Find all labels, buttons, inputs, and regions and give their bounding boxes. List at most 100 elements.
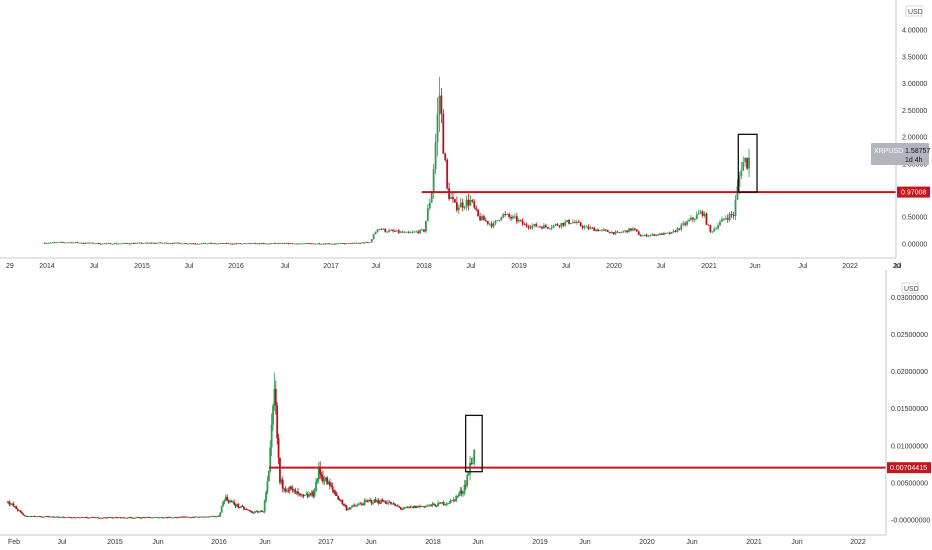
p1-candle-body	[645, 234, 648, 237]
p1-candle-body	[165, 242, 168, 244]
p2-candle-body	[276, 405, 279, 439]
p1-candle-body	[672, 230, 675, 233]
p2-candle-body	[166, 517, 169, 519]
p1-xtick-label: 2022	[842, 263, 858, 270]
p2-candle-body	[367, 500, 370, 502]
p2-candle-body	[251, 511, 254, 513]
p1-candle-body	[202, 243, 205, 244]
p1-candle-body	[589, 227, 592, 229]
p1-candle-body	[657, 234, 659, 236]
p2-candle-body	[295, 491, 298, 494]
p1-candle-body	[744, 158, 747, 163]
p1-ytick-label: 2.00000	[902, 135, 927, 142]
p1-candle-body	[148, 242, 151, 244]
p1-candle-body	[368, 242, 371, 244]
p1-candle-body	[335, 243, 338, 245]
p2-candle-body	[40, 516, 43, 518]
bottom-time-axis[interactable]: Feb Jul 2015 Jun 2016 Jun 2017 Jun 2018 Jun 2019 Ju…	[8, 539, 866, 546]
p2-xtick-label: Jun	[152, 539, 163, 546]
p2-candle-body	[220, 506, 223, 513]
p2-candle-body	[48, 516, 51, 518]
p1-candle-body	[552, 225, 555, 228]
p2-candle-body	[199, 516, 202, 518]
p1-candle-body	[436, 114, 439, 143]
p2-xtick-label: Jun	[791, 539, 802, 546]
bottom-chart-panel[interactable]: -0.00000000 0.00500000 0.01000000 0.0150000…	[0, 270, 931, 546]
p2-candle-body	[234, 504, 237, 507]
p1-candle-body	[475, 207, 478, 210]
p2-candle-body	[459, 490, 462, 494]
p1-xtick-label: 2017	[323, 263, 339, 270]
p1-candle-body	[633, 228, 636, 230]
p2-candle-body	[471, 463, 474, 465]
p1-candle-body	[295, 243, 298, 245]
p1-candle-body	[421, 229, 423, 231]
p1-candle-body	[610, 232, 613, 234]
p1-xtick-label: 2021	[701, 263, 717, 270]
p1-candle-body	[570, 223, 572, 224]
p1-candle-body	[415, 231, 418, 233]
p1-candle-body	[216, 243, 218, 245]
p1-candle-body	[94, 243, 96, 245]
p2-candle-body	[345, 506, 348, 511]
p2-candle-body	[324, 477, 327, 481]
p1-candle-body	[80, 242, 83, 244]
p1-candle-body	[130, 243, 133, 244]
p1-candle-body	[194, 243, 197, 245]
p1-candle-body	[281, 243, 284, 245]
p2-candle-body	[131, 517, 134, 519]
p2-candle-body	[455, 496, 458, 501]
p1-candle-body	[484, 220, 487, 222]
p2-candle-body	[73, 517, 76, 519]
p1-candle-body	[573, 222, 576, 224]
top-time-axis[interactable]: 29 2014 Jul 2015 Jul 2016 Jul 2017 Jul 2018 Jul 201…	[6, 263, 902, 270]
p2-candle-body	[399, 507, 402, 509]
p2-candle-body	[446, 503, 449, 505]
p1-candle-body	[345, 243, 348, 245]
p2-candle-body	[358, 503, 360, 505]
p1-candle-body	[599, 230, 601, 232]
p1-candle-body	[467, 199, 470, 206]
p1-candle-body	[709, 225, 712, 232]
p2-candle-body	[409, 506, 412, 508]
p2-candle-body	[140, 518, 143, 519]
top-unit-badge: USD	[905, 5, 923, 17]
p1-candle-body	[519, 220, 522, 221]
p1-candle-body	[711, 231, 714, 233]
p2-candle-body	[41, 516, 44, 518]
p2-candle-body	[201, 516, 204, 518]
p1-candle-body	[562, 222, 565, 226]
p2-candle-body	[288, 486, 291, 491]
p2-candle-body	[170, 517, 173, 519]
top-chart-panel[interactable]: 0.000000.500001.000001.500002.000002.500…	[0, 0, 930, 270]
p2-candle-body	[438, 502, 441, 504]
p2-candle-body	[108, 517, 111, 518]
p2-candle-body	[315, 481, 317, 492]
p2-xtick-label: 2019	[532, 539, 548, 546]
p1-candle-body	[705, 213, 708, 225]
p2-xtick-label: 2015	[107, 539, 123, 546]
p1-candle-body	[260, 243, 263, 245]
p2-candle-body	[351, 505, 353, 508]
p1-candle-body	[597, 229, 600, 232]
p2-candle-body	[222, 502, 224, 507]
p1-candle-body	[684, 223, 687, 225]
p2-candle-body	[453, 499, 456, 501]
p1-candle-body	[583, 226, 586, 228]
p1-candle-body	[668, 232, 671, 234]
p2-candle-body	[18, 510, 20, 512]
p1-candle-body	[386, 231, 389, 233]
p2-candle-body	[93, 517, 95, 519]
p2-candle-body	[449, 500, 452, 504]
p1-candle-body	[622, 231, 625, 233]
top-price-axis[interactable]: 0.000000.500001.000001.500002.000002.500…	[902, 28, 927, 249]
p2-candle-body	[79, 517, 82, 519]
p1-candle-body	[68, 242, 71, 244]
p2-candle-body	[380, 499, 383, 504]
p2-candle-body	[32, 516, 34, 517]
p2-xtick-label: 2022	[850, 539, 866, 546]
p2-candle-body	[424, 506, 427, 508]
p2-candle-body	[312, 491, 315, 497]
p1-candle-body	[138, 242, 141, 244]
bottom-price-axis[interactable]: -0.00000000 0.00500000 0.01000000 0.0150000…	[891, 295, 930, 524]
